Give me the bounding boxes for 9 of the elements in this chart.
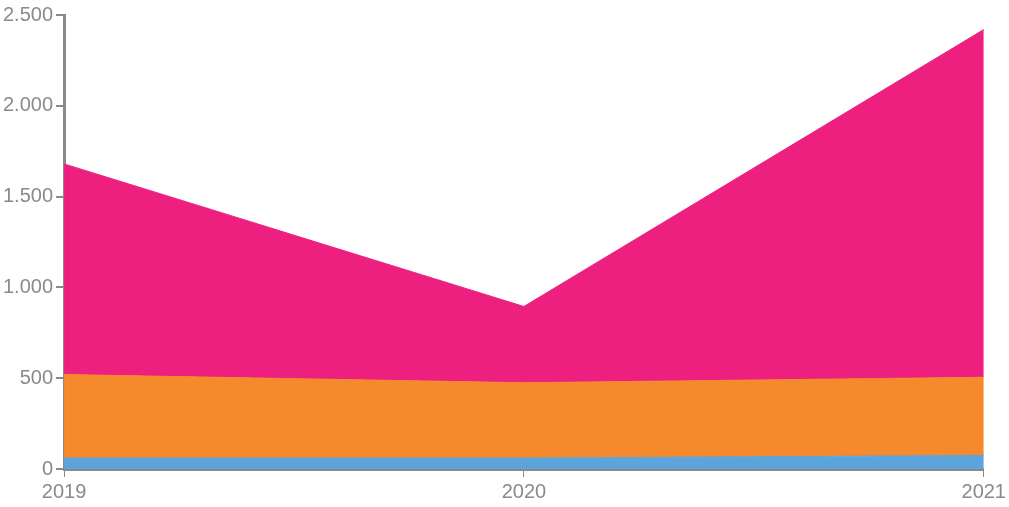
y-tick-label: 500 (19, 365, 54, 388)
y-tick-label: 1.500 (2, 184, 54, 207)
y-tick-label: 1.000 (2, 274, 54, 297)
x-tick-label: 2020 (501, 479, 547, 502)
x-tick-label: 2019 (41, 479, 87, 502)
y-tick-label: 2.500 (2, 2, 54, 25)
y-tick-label: 0 (41, 456, 54, 479)
x-tick-label: 2021 (961, 479, 1006, 502)
y-tick-label: 2.000 (2, 93, 54, 116)
